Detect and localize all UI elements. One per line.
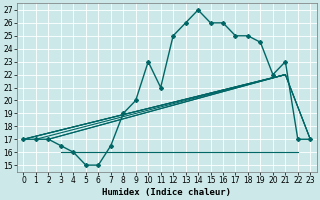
X-axis label: Humidex (Indice chaleur): Humidex (Indice chaleur) xyxy=(102,188,231,197)
